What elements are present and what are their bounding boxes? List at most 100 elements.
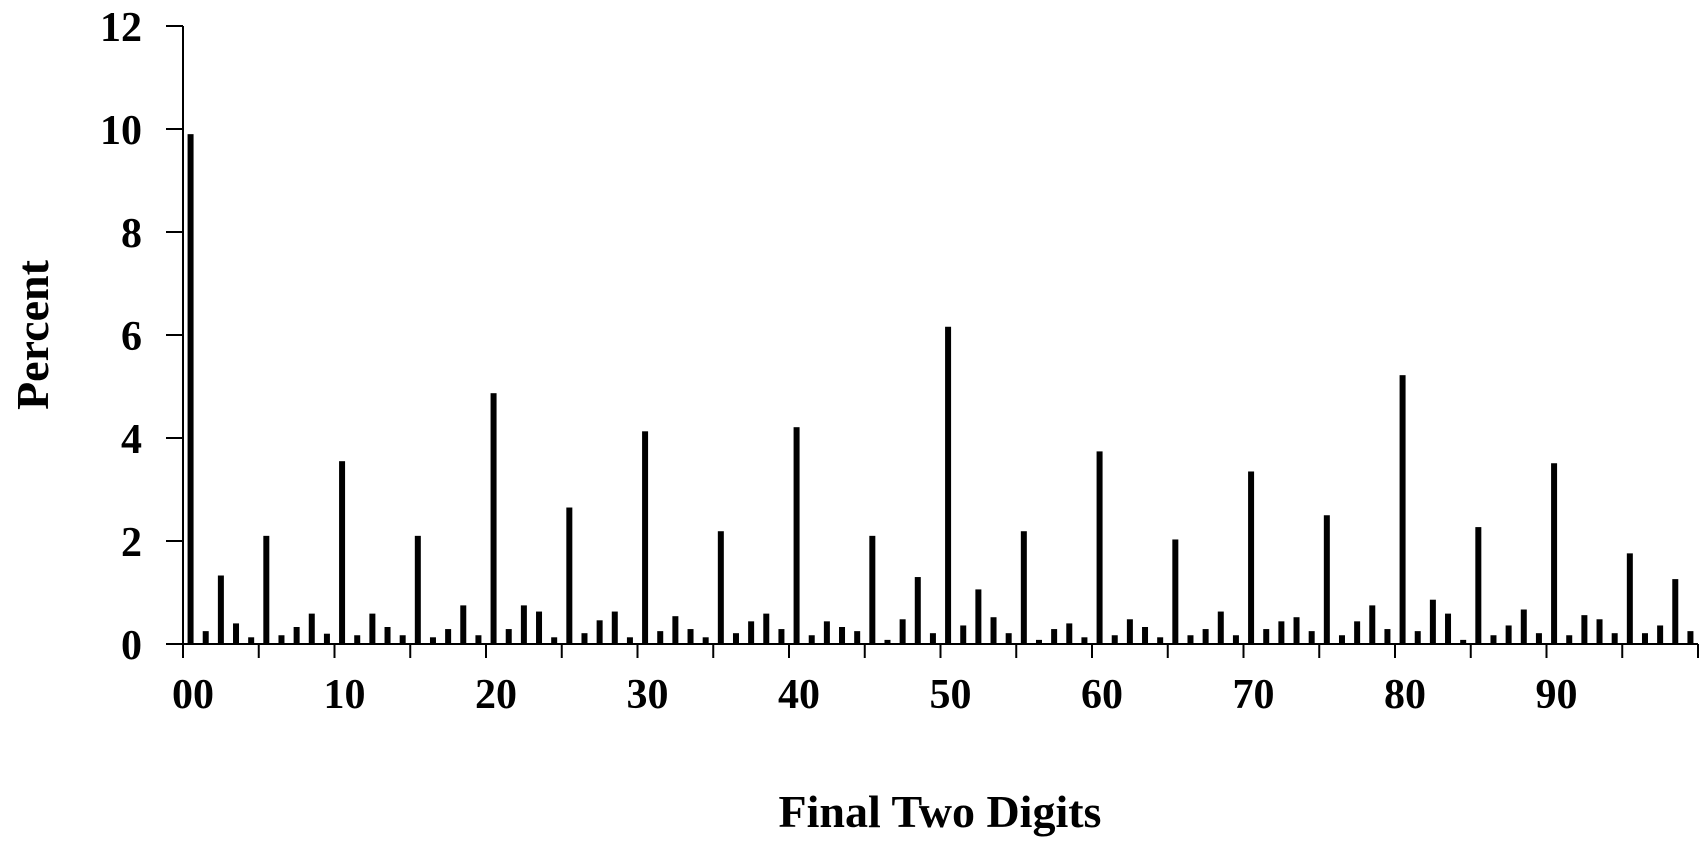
- bar-97: [1657, 625, 1664, 644]
- bar-85: [1475, 527, 1482, 644]
- bar-93: [1596, 619, 1603, 644]
- x-axis-title: Final Two Digits: [779, 786, 1102, 837]
- bar-55: [1020, 531, 1027, 644]
- y-tick-label: 12: [100, 5, 142, 51]
- y-axis: 0 2 4 6 8 10 12: [100, 5, 184, 669]
- y-tick-label: 0: [121, 623, 142, 669]
- bar-72: [1278, 621, 1285, 644]
- x-tick-label: 70: [1233, 672, 1275, 718]
- bar-40: [793, 427, 800, 644]
- bar-00: [187, 134, 194, 644]
- bar-02: [217, 575, 224, 644]
- x-tick-label: 60: [1081, 672, 1123, 718]
- x-tick-label: 30: [627, 672, 669, 718]
- bar-48: [914, 577, 921, 644]
- bar-41: [808, 635, 815, 644]
- bar-43: [839, 627, 846, 644]
- y-tick-label: 6: [121, 314, 142, 360]
- y-tick-label: 8: [121, 211, 142, 257]
- x-axis: 00 10 20 30 40 50 60 70 80 90: [172, 643, 1699, 718]
- bar-31: [657, 631, 664, 645]
- bar-91: [1566, 635, 1573, 644]
- bar-01: [202, 631, 209, 645]
- bar-70: [1248, 471, 1255, 644]
- bar-79: [1384, 629, 1391, 644]
- bar-27: [596, 620, 603, 644]
- bar-58: [1066, 623, 1073, 644]
- bar-26: [581, 633, 588, 644]
- bar-44: [854, 631, 861, 645]
- bar-51: [960, 625, 967, 644]
- bar-29: [626, 637, 633, 644]
- bar-98: [1672, 579, 1679, 644]
- bar-82: [1429, 599, 1436, 644]
- bar-09: [323, 633, 330, 644]
- bar-16: [429, 637, 436, 644]
- bar-25: [566, 507, 573, 644]
- bar-96: [1641, 633, 1648, 644]
- bar-15: [414, 535, 421, 644]
- bar-17: [445, 629, 452, 644]
- bar-54: [1005, 633, 1012, 644]
- bar-18: [460, 605, 467, 645]
- bar-33: [687, 629, 694, 644]
- bar-62: [1126, 619, 1133, 644]
- bar-35: [717, 531, 724, 644]
- bar-37: [748, 621, 755, 644]
- bar-87: [1505, 625, 1512, 644]
- y-axis-title: Percent: [7, 259, 58, 410]
- bar-28: [611, 611, 618, 644]
- bar-32: [672, 616, 679, 644]
- x-tick-label: 10: [324, 672, 366, 718]
- bar-20: [490, 393, 497, 644]
- bar-61: [1111, 635, 1118, 644]
- bar-67: [1202, 629, 1209, 644]
- x-tick-label: 80: [1384, 672, 1426, 718]
- bar-12: [369, 613, 376, 644]
- bar-47: [899, 619, 906, 644]
- bar-05: [263, 535, 270, 644]
- bar-52: [975, 589, 982, 644]
- x-tick-label: 40: [778, 672, 820, 718]
- y-tick-label: 10: [100, 108, 142, 154]
- bar-53: [990, 617, 997, 644]
- bar-04: [248, 637, 255, 644]
- bar-73: [1293, 617, 1300, 644]
- bar-63: [1142, 627, 1149, 644]
- bar-06: [278, 635, 285, 644]
- bar-77: [1354, 621, 1361, 644]
- bar-94: [1611, 633, 1618, 644]
- bar-56: [1035, 639, 1042, 644]
- bar-21: [505, 629, 512, 644]
- y-tick-label: 4: [121, 417, 142, 463]
- bar-90: [1551, 463, 1558, 644]
- bar-86: [1490, 635, 1497, 644]
- bar-36: [732, 633, 739, 644]
- bar-11: [354, 635, 361, 644]
- x-tick-label: 50: [930, 672, 972, 718]
- bar-68: [1217, 611, 1224, 644]
- bar-50: [945, 326, 952, 644]
- bar-69: [1232, 635, 1239, 644]
- bar-30: [642, 431, 649, 644]
- bar-46: [884, 639, 891, 644]
- bars: [187, 134, 1694, 645]
- x-tick-label: 00: [172, 672, 214, 718]
- bar-88: [1520, 609, 1527, 644]
- x-tick-label: 20: [475, 672, 517, 718]
- bar-65: [1172, 539, 1179, 644]
- bar-74: [1308, 631, 1315, 645]
- bar-10: [339, 461, 346, 644]
- bar-84: [1460, 639, 1467, 644]
- bar-75: [1323, 515, 1330, 644]
- bar-83: [1445, 613, 1452, 644]
- bar-08: [308, 613, 315, 644]
- bar-71: [1263, 629, 1270, 644]
- bar-64: [1157, 637, 1164, 644]
- bar-24: [551, 637, 558, 644]
- bar-07: [293, 627, 300, 644]
- bar-92: [1581, 615, 1588, 644]
- bar-80: [1399, 375, 1406, 644]
